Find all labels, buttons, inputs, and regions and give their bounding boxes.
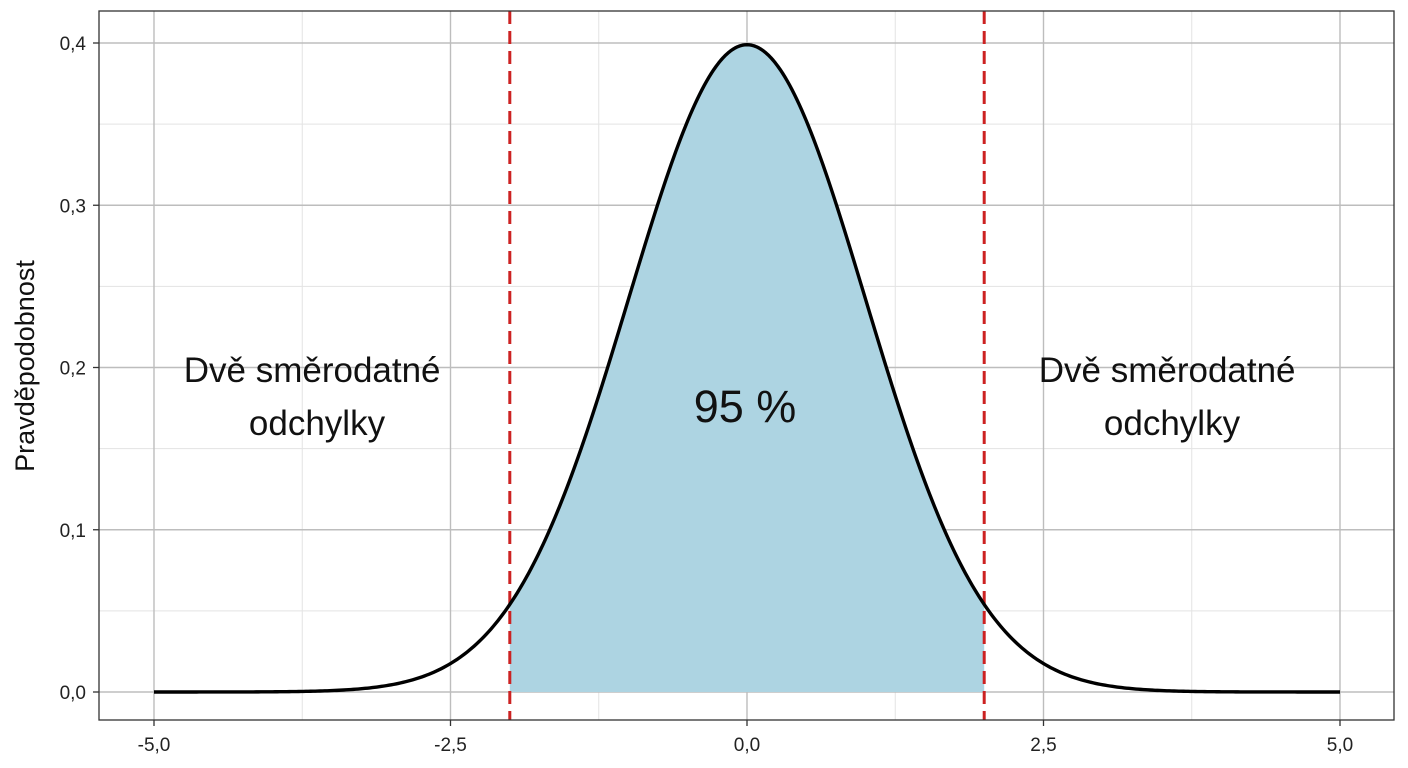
y-tick-label: 0,3: [60, 196, 86, 217]
x-tick-label: 2,5: [1030, 735, 1056, 756]
y-tick-label: 0,0: [60, 683, 86, 704]
center-percentage-label: 95 %: [694, 381, 797, 432]
annotation-right-line-1: Dvě směrodatné: [1039, 351, 1296, 390]
annotation-right-line-2: odchylky: [1104, 404, 1241, 443]
x-tick-label: -5,0: [138, 735, 171, 756]
annotation-left-line-2: odchylky: [249, 404, 386, 443]
x-tick-label: 5,0: [1327, 735, 1353, 756]
x-tick-label: -2,5: [434, 735, 467, 756]
annotation-right: Dvě směrodatné odchylky: [1039, 351, 1306, 443]
annotation-left-line-1: Dvě směrodatné: [184, 351, 441, 390]
y-tick-label: 0,4: [60, 34, 87, 55]
axis-ticks: [93, 42, 1341, 726]
shaded-area-95: [509, 44, 985, 693]
y-tick-label: 0,2: [60, 359, 86, 380]
x-tick-label: 0,0: [734, 735, 760, 756]
annotation-left: Dvě směrodatné odchylky: [184, 351, 451, 443]
density-curve-line: [154, 43, 1340, 694]
density-curve: [154, 43, 1340, 694]
shaded-area: [509, 44, 985, 693]
tick-labels: -5,0 -2,5 0,0 2,5 5,0 0,0 0,1 0,2 0,3 0,4: [60, 34, 1354, 756]
y-tick-label: 0,1: [60, 521, 86, 542]
y-axis-title: Pravděpodobnost: [10, 260, 40, 472]
